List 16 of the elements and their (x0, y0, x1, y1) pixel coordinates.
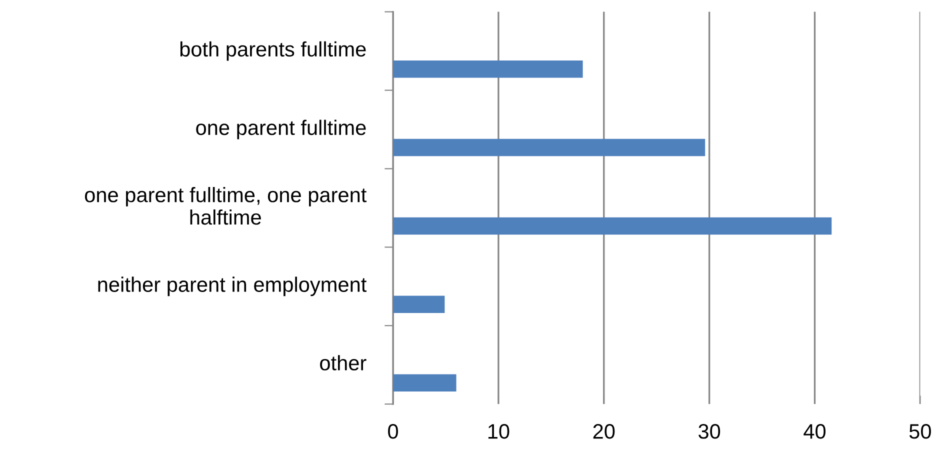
y-tick-label: both parents fulltime (180, 41, 366, 61)
y-tick-label: one parent fulltime (196, 120, 366, 140)
y-tick-label: other (320, 355, 366, 370)
bar (393, 374, 456, 392)
bar (393, 138, 706, 156)
x-tick-label: 10 (488, 424, 510, 439)
bar (393, 217, 832, 235)
y-tick-label: one parent fulltime, one parent halftime (84, 187, 367, 225)
x-tick-label: 0 (388, 424, 398, 439)
x-tick-label: 50 (909, 424, 931, 439)
x-tick-label: 20 (593, 424, 615, 439)
y-tick-label: neither parent in employment (98, 276, 367, 296)
bar (393, 296, 445, 314)
bar (393, 60, 583, 78)
x-tick-label: 30 (698, 424, 720, 439)
x-tick-label: 40 (804, 424, 826, 439)
